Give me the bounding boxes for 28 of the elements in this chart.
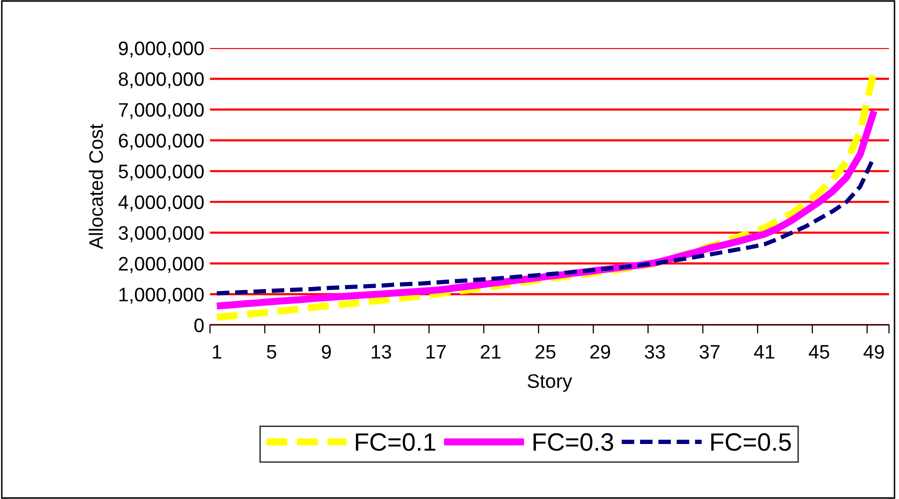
x-tick-label: 29 [590, 344, 610, 359]
x-tick-label: 5 [266, 345, 276, 359]
y-tick-label: 9,000,000 [118, 41, 204, 58]
y-tick-label: 4,000,000 [118, 195, 204, 212]
x-tick-label: 17 [426, 345, 446, 359]
x-tick-label: 9 [322, 344, 331, 359]
y-tick-label: 8,000,000 [118, 72, 204, 88]
x-tick-label: 1 [212, 345, 222, 359]
x-tick-label: 37 [700, 344, 720, 359]
y-tick-label: 2,000,000 [118, 256, 204, 273]
y-axis-title: Allocated Cost [88, 124, 103, 250]
legend-label: FC=0.5 [711, 433, 791, 451]
y-tick-label: 3,000,000 [118, 226, 204, 242]
x-tick-label: 45 [808, 345, 830, 359]
x-tick-label: 33 [644, 344, 665, 359]
x-tick-label: 13 [372, 344, 392, 359]
x-tick-label: 49 [864, 344, 884, 359]
y-tick-label: 5,000,000 [118, 164, 204, 181]
y-tick-label: 6,000,000 [118, 134, 204, 150]
x-tick-label: 41 [754, 345, 774, 359]
y-tick-label: 0 [194, 318, 204, 332]
x-axis-title: Story [528, 374, 572, 392]
y-tick-label: 1,000,000 [119, 288, 204, 304]
y-tick-label: 7,000,000 [118, 103, 204, 120]
legend-label: FC=0.1 [356, 433, 436, 451]
x-tick-label: 21 [480, 344, 500, 359]
x-tick-label: 25 [536, 344, 556, 359]
legend-label: FC=0.3 [534, 433, 614, 451]
